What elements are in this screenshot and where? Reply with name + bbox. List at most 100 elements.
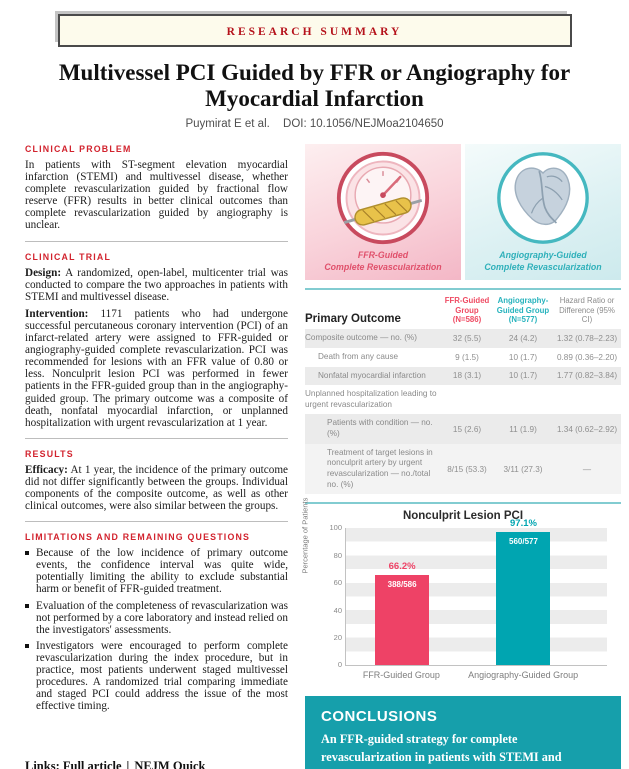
design-text: A randomized, open-label, multicenter tr… <box>25 266 288 303</box>
byline: Puymirat E et al. DOI: 10.1056/NEJMoa210… <box>0 118 629 130</box>
ffr-panel: FFR-Guided Complete Revascularization <box>305 144 461 280</box>
table-row: Death from any cause 9 (1.5) 10 (1.7) 0.… <box>305 347 621 367</box>
table-row: Patients with condition — no. (%) 15 (2.… <box>305 414 621 444</box>
intervention-paragraph: Intervention: 1171 patients who had unde… <box>25 308 288 429</box>
illustration-panels: FFR-Guided Complete Revascularization <box>305 144 621 280</box>
y-axis-label: Percentage of Patients <box>300 498 310 574</box>
limitations-list: Because of the low incidence of primary … <box>25 547 288 712</box>
intervention-lead: Intervention: <box>25 307 89 320</box>
row-angio-value: 10 (1.7) <box>508 371 538 381</box>
x-label-ffr-group: FFR-Guided Group <box>362 670 440 681</box>
link-separator: | <box>126 759 130 769</box>
efficacy-text: At 1 year, the incidence of the primary … <box>25 463 288 513</box>
teal-divider <box>305 288 621 290</box>
bar-ffr-percent-label: 66.2% <box>388 560 416 572</box>
links-row: Links: Full article|NEJM Quick Take|Edit… <box>25 759 288 769</box>
x-axis-labels: FFR-Guided Group Angiography-Guided Grou… <box>345 670 607 686</box>
x-label-angio-group: Angiography-Guided Group <box>468 670 579 681</box>
row-hr-value: 1.77 (0.82–3.84) <box>556 371 618 381</box>
conclusions-text: An FFR-guided strategy for complete reva… <box>321 732 562 769</box>
table-row: Treatment of target lesions in nonculpri… <box>305 443 621 495</box>
heart-icon <box>497 152 589 244</box>
row-ffr-value: 8/15 (53.3) <box>447 464 487 474</box>
limitation-item: Evaluation of the completeness of revasc… <box>25 600 288 636</box>
byline-doi: DOI: 10.1056/NEJMoa2104650 <box>283 118 444 130</box>
row-angio-value: 24 (4.2) <box>508 334 538 344</box>
conclusions-heading: CONCLUSIONS <box>321 708 438 726</box>
section-divider <box>25 240 288 242</box>
table-row: Unplanned hospitalization leading to urg… <box>305 385 621 415</box>
section-heading-clinical-problem: CLINICAL PROBLEM <box>25 144 132 154</box>
table-header-hazard-ratio: Hazard Ratio or Difference (95% CI) <box>559 296 615 325</box>
pressure-gauge-stent-icon <box>336 151 430 245</box>
section-divider <box>25 521 288 523</box>
figure-column: FFR-Guided Complete Revascularization <box>301 144 621 769</box>
angiography-panel: Angiography-Guided Complete Revasculariz… <box>465 144 621 280</box>
row-label: Unplanned hospitalization leading to urg… <box>305 389 437 409</box>
section-heading-limitations: LIMITATIONS AND REMAINING QUESTIONS <box>25 532 251 543</box>
section-divider <box>25 437 288 439</box>
intervention-text: 1171 patients who had undergone successf… <box>25 307 288 429</box>
section-limitations: LIMITATIONS AND REMAINING QUESTIONS Beca… <box>25 532 288 716</box>
primary-outcome-table: Primary Outcome FFR-Guided Group (N=586)… <box>305 296 621 495</box>
row-angio-value: 10 (1.7) <box>508 352 538 362</box>
efficacy-lead: Efficacy: <box>25 463 68 476</box>
bar-ffr-group: 388/586 <box>375 574 430 666</box>
row-ffr-value: 18 (3.1) <box>452 371 482 381</box>
research-summary-banner: RESEARCH SUMMARY <box>57 14 572 47</box>
ffr-panel-caption: FFR-Guided Complete Revascularization <box>305 250 461 273</box>
row-hr-value: 1.32 (0.78–2.23) <box>556 334 618 344</box>
table-header-angio-group: Angiography-Guided Group (N=577) <box>496 296 550 325</box>
link-nejm-quick-take[interactable]: NEJM Quick Take <box>134 759 206 769</box>
byline-authors: Puymirat E et al. <box>185 118 270 130</box>
table-header-row: Primary Outcome FFR-Guided Group (N=586)… <box>305 296 621 329</box>
ffr-caption-line2: Complete Revascularization <box>324 261 442 272</box>
bar-angio-group: 560/577 <box>496 532 551 666</box>
bar-angio-percent-label: 97.1% <box>510 518 537 530</box>
row-angio-value: 11 (1.9) <box>509 424 537 434</box>
clinical-problem-text: In patients with ST-segment elevation my… <box>25 159 288 232</box>
angio-caption-line1: Angiography-Guided <box>499 250 587 261</box>
page-title: Multivessel PCI Guided by FFR or Angiogr… <box>58 60 571 111</box>
ffr-caption-line1: FFR-Guided <box>357 250 409 261</box>
limitation-item: Because of the low incidence of primary … <box>25 547 288 595</box>
row-label: Treatment of target lesions in nonculpri… <box>327 447 433 489</box>
row-hr-value: 0.89 (0.36–2.20) <box>556 352 618 362</box>
row-label: Patients with condition — no. (%) <box>327 418 433 439</box>
efficacy-paragraph: Efficacy: At 1 year, the incidence of th… <box>25 464 288 512</box>
row-label: Death from any cause <box>318 351 399 361</box>
bar-angio-fraction-label: 560/577 <box>509 537 538 547</box>
bar-ffr-fraction-label: 388/586 <box>387 579 417 589</box>
section-results: RESULTS Efficacy: At 1 year, the inciden… <box>25 449 288 512</box>
design-paragraph: Design: A randomized, open-label, multic… <box>25 267 288 303</box>
conclusions-box: CONCLUSIONS An FFR-guided strategy for c… <box>305 696 621 769</box>
table-row: Nonfatal myocardial infarction 18 (3.1) … <box>305 366 621 386</box>
teal-divider <box>305 502 621 505</box>
angiography-panel-caption: Angiography-Guided Complete Revasculariz… <box>465 250 621 273</box>
angio-caption-line2: Complete Revascularization <box>484 261 602 272</box>
row-hr-value: 1.34 (0.62–2.92) <box>556 424 618 434</box>
summary-text-column: CLINICAL PROBLEM In patients with ST-seg… <box>25 144 288 769</box>
row-label: Nonfatal myocardial infarction <box>318 370 426 380</box>
limitation-item: Investigators were encouraged to perform… <box>25 640 288 713</box>
row-ffr-value: 9 (1.5) <box>455 352 479 362</box>
table-header-ffr-group: FFR-Guided Group (N=586) <box>444 296 490 325</box>
row-angio-value: 3/11 (27.3) <box>503 464 543 474</box>
row-label: Composite outcome — no. (%) <box>305 333 417 343</box>
table-header-primary-outcome: Primary Outcome <box>305 313 401 326</box>
nonculprit-lesion-pci-chart: Nonculprit Lesion PCI Percentage of Pati… <box>301 498 621 686</box>
chart-title: Nonculprit Lesion PCI <box>402 510 524 523</box>
row-hr-value: — <box>582 464 592 474</box>
section-heading-results: RESULTS <box>25 448 74 459</box>
chart-plot-area: 0 20 40 60 80 100 388/586 560/577 66.2% 97.1% <box>329 518 607 670</box>
banner-label: RESEARCH SUMMARY <box>226 26 403 38</box>
y-ticks: 0 20 40 60 80 100 <box>329 523 342 670</box>
row-ffr-value: 15 (2.6) <box>452 424 482 434</box>
link-full-article[interactable]: Full article <box>62 759 122 769</box>
section-heading-clinical-trial: CLINICAL TRIAL <box>25 251 112 262</box>
section-clinical-trial: CLINICAL TRIAL Design: A randomized, ope… <box>25 252 288 429</box>
design-lead: Design: <box>25 266 62 279</box>
row-ffr-value: 32 (5.5) <box>452 334 482 344</box>
section-clinical-problem: CLINICAL PROBLEM In patients with ST-seg… <box>25 144 288 232</box>
